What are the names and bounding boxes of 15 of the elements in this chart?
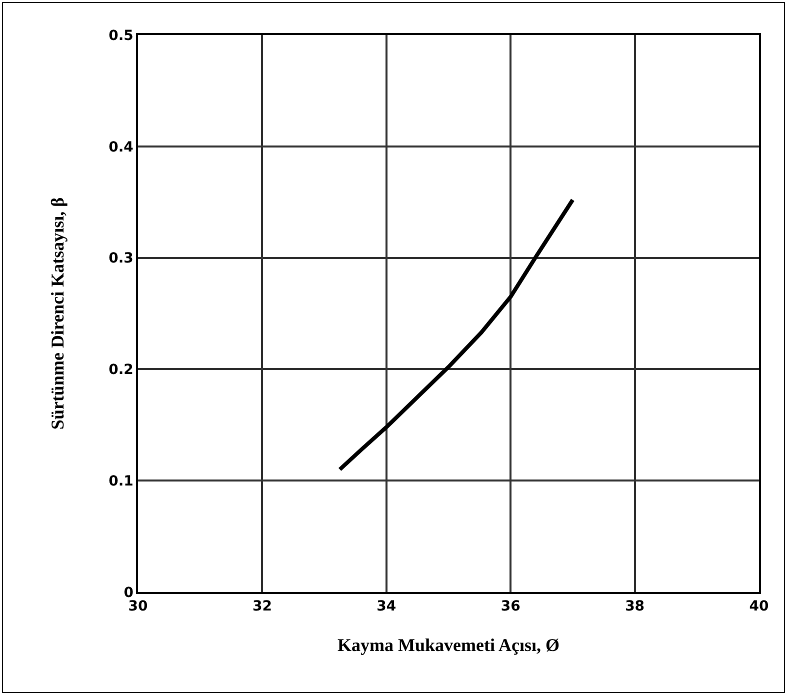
- x-tick-label: 30: [128, 598, 148, 615]
- x-tick-label: 38: [625, 598, 645, 615]
- y-tick-label: 0.5: [108, 28, 134, 44]
- y-axis-title: Sürtünme Direnci Katsayısı, β: [47, 197, 68, 430]
- y-tick-label: 0.1: [108, 474, 134, 490]
- x-tick-label: 32: [252, 598, 272, 615]
- x-tick-label: 34: [376, 598, 396, 615]
- y-tick-label: 0: [124, 584, 134, 601]
- x-tick-label: 36: [500, 598, 520, 615]
- y-tick-label: 0.4: [108, 139, 134, 156]
- line-series: [338, 198, 575, 472]
- y-tick-label: 0.3: [108, 250, 134, 267]
- x-tick-label: 40: [749, 598, 769, 615]
- x-axis-title: Kayma Mukavemeti Açısı, Ø: [338, 635, 560, 656]
- y-tick-label: 0.2: [108, 362, 134, 378]
